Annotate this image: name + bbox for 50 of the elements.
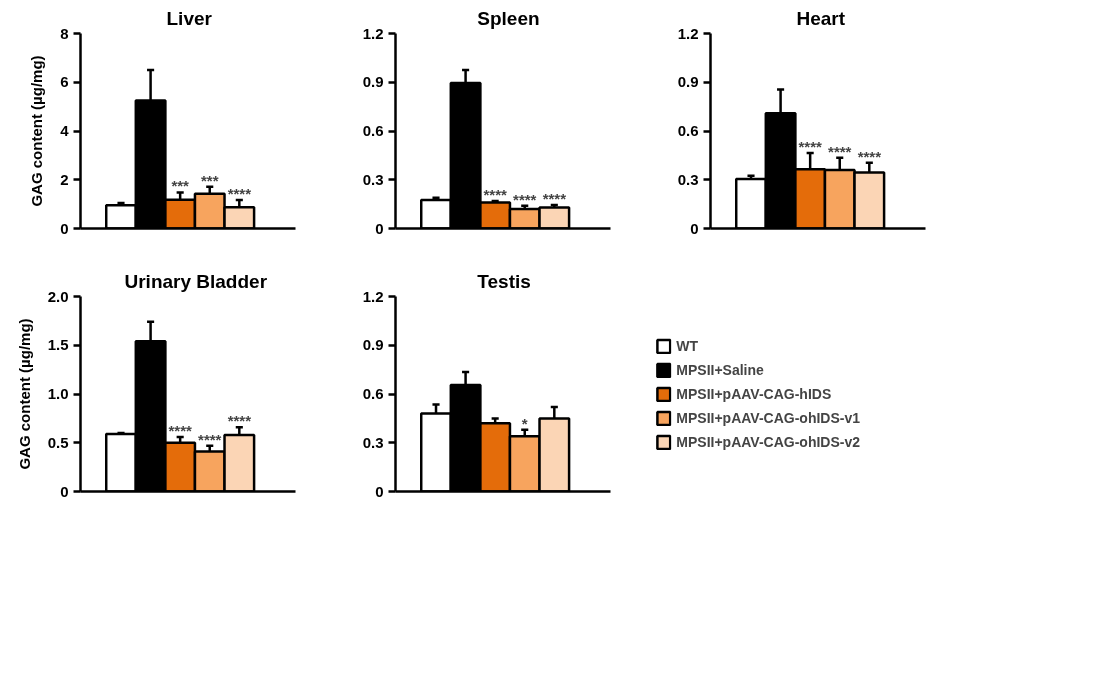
y-tick-label: 0	[375, 482, 384, 500]
y-axis-title: GAG content (µg/mg)	[15, 318, 33, 470]
annotation: ****	[542, 189, 567, 207]
y-axis-title: GAG content (µg/mg)	[28, 55, 46, 207]
legend-label: WT	[676, 337, 699, 354]
y-tick-label: 0.3	[362, 433, 384, 451]
y-tick-label: 1.2	[677, 24, 699, 42]
annotation: ***	[171, 177, 190, 195]
annotation: ****	[828, 142, 852, 160]
y-tick-label: 0.6	[362, 122, 384, 139]
legend-label: MPSII+pAAV-CAG-hIDS	[676, 385, 832, 402]
y-tick-label: 6	[60, 73, 69, 91]
y-tick-label: 8	[60, 24, 69, 42]
y-tick-label: 0	[690, 219, 699, 237]
annotation: ****	[198, 430, 222, 448]
chart-title: Liver	[166, 7, 213, 29]
chart-title: Testis	[477, 270, 531, 292]
chart-title: Spleen	[477, 7, 540, 29]
y-tick-label: 4	[60, 122, 70, 139]
chart-title: Urinary Bladder	[124, 270, 268, 292]
legend-label: MPSII+pAAV-CAG-ohIDS-v1	[676, 409, 860, 426]
y-tick-label: 0	[60, 219, 69, 237]
y-tick-label: 0.9	[677, 73, 699, 91]
y-tick-label: 1.2	[362, 287, 384, 305]
legend-label: MPSII+Saline	[676, 361, 764, 378]
y-tick-label: 0.6	[677, 122, 699, 139]
annotation: ****	[857, 147, 882, 165]
y-tick-label: 0.6	[362, 385, 384, 402]
annotation: ***	[200, 171, 219, 189]
y-tick-label: 1.2	[362, 24, 384, 42]
annotation: *	[521, 414, 528, 432]
y-tick-label: 1.5	[47, 336, 69, 354]
y-tick-label: 0	[375, 219, 384, 237]
legend-label: MPSII+pAAV-CAG-ohIDS-v2	[676, 433, 860, 450]
y-tick-label: 0.5	[47, 433, 69, 451]
annotation: ****	[227, 184, 252, 202]
y-tick-label: 2.0	[47, 287, 69, 305]
y-tick-label: 2	[60, 170, 69, 188]
y-tick-label: 0.3	[677, 170, 699, 188]
annotation: ****	[483, 185, 507, 203]
y-tick-label: 1.0	[47, 385, 69, 402]
y-tick-label: 0.3	[362, 170, 384, 188]
y-tick-label: 0	[60, 482, 69, 500]
y-tick-label: 0.9	[362, 73, 384, 91]
annotation: ****	[798, 137, 822, 155]
chart-title: Heart	[796, 7, 846, 29]
y-tick-label: 0.9	[362, 336, 384, 354]
annotation: ****	[513, 190, 537, 208]
annotation: ****	[168, 421, 192, 439]
annotation: ****	[227, 412, 252, 430]
